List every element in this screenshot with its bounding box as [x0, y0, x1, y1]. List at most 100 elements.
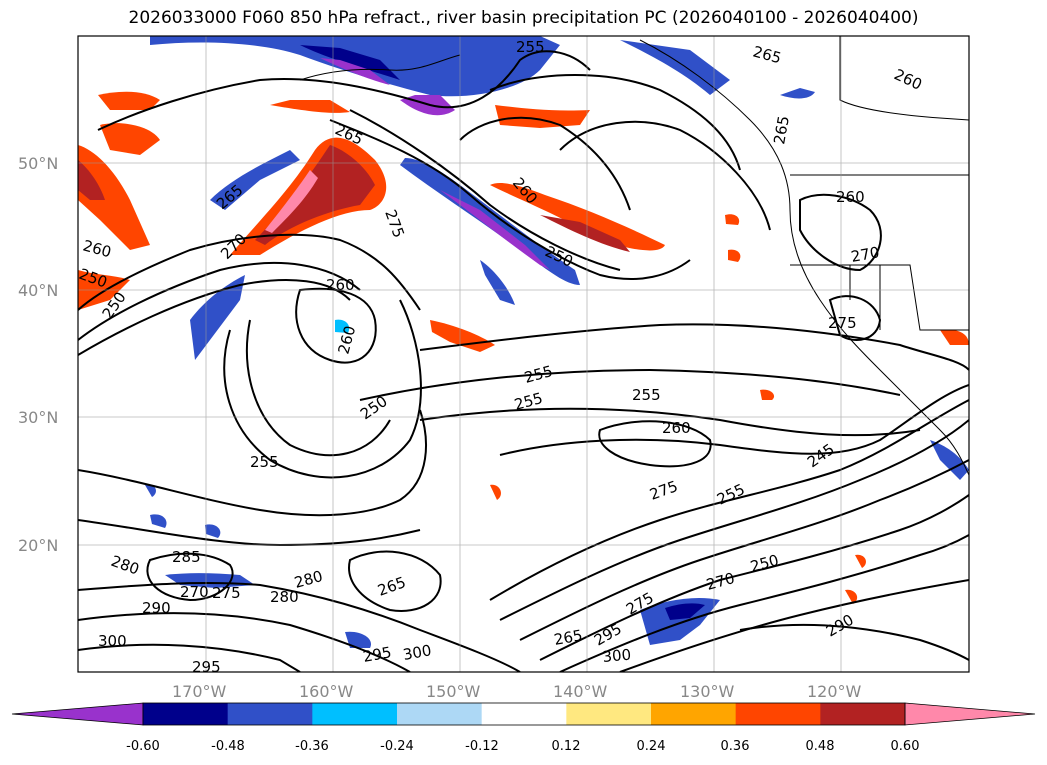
contour-line: [146, 552, 234, 602]
contour-line: [78, 612, 411, 672]
contour-label: 270: [180, 583, 209, 601]
lon-label: 120°W: [807, 682, 862, 701]
neg-shade: [440, 190, 550, 270]
contour-line: [78, 279, 351, 356]
contour-line: [359, 368, 901, 401]
contour-line: [246, 319, 391, 457]
contour-line: [349, 109, 621, 271]
pos-shade: [100, 123, 160, 155]
colorbar-extend-low: [11, 702, 144, 726]
contour-line: [598, 420, 712, 468]
neg-shade: [930, 440, 969, 480]
pos-shade: [270, 100, 350, 113]
colorbar-extend-high: [904, 702, 1036, 726]
pos-shade: [78, 145, 150, 250]
map-frame: [77, 35, 970, 673]
coastline: [639, 39, 969, 476]
map-title: 2026033000 F060 850 hPa refract., river …: [128, 8, 919, 28]
pos-shade: [540, 215, 630, 252]
lat-label: 40°N: [18, 281, 58, 300]
colorbar-tick-label: 0.36: [721, 739, 750, 754]
pos-shade: [78, 160, 105, 200]
pos-shade: [855, 554, 866, 568]
pos-shade: [255, 145, 375, 245]
contour-line: [499, 384, 969, 456]
colorbar-tick-label: -0.36: [295, 739, 329, 754]
colorbar-segment: [227, 703, 313, 725]
contour-label: 270: [850, 243, 881, 266]
colorbar-segment: [397, 703, 483, 725]
contour-line: [559, 120, 771, 231]
contour-label: 280: [270, 588, 299, 606]
coastline-layer: [299, 36, 969, 476]
contour-label: 275: [828, 314, 857, 332]
contour-label: 255: [632, 386, 661, 404]
contour-line: [539, 494, 969, 661]
border: [849, 265, 881, 330]
contour-line: [459, 116, 631, 211]
pos-shade: [760, 389, 775, 400]
colorbar-tick-label: -0.60: [126, 739, 160, 754]
colorbar-tick-label: -0.24: [380, 739, 414, 754]
neg-shade: [205, 524, 221, 538]
colorbar-frame: [142, 702, 906, 726]
contour-line: [419, 407, 921, 437]
colorbar-tick-label: 0.48: [806, 739, 835, 754]
contour-line: [78, 643, 301, 672]
colorbar-tick-label: -0.48: [211, 739, 245, 754]
contour-label: 260: [836, 188, 865, 206]
pos-shade: [728, 249, 741, 262]
neg-shade: [665, 603, 705, 620]
colorbar-segment: [820, 703, 906, 725]
lat-labels: 50°N 40°N 30°N 20°N: [18, 154, 58, 555]
contour-line: [223, 299, 422, 479]
contour-line: [739, 623, 969, 661]
contour-line: [489, 399, 969, 601]
contour-label: 255: [516, 38, 545, 56]
neg-shade: [300, 45, 400, 80]
neg-shade: [145, 484, 156, 497]
pos-shade: [98, 91, 160, 110]
colorbar-segments: [143, 703, 906, 725]
contour-label: 255: [250, 453, 279, 471]
colorbar-tick-label: 0.24: [637, 739, 666, 754]
lat-label: 50°N: [18, 154, 58, 173]
neg-shade: [190, 275, 245, 360]
lon-label: 140°W: [553, 682, 608, 701]
colorbar-tick-label: -0.12: [465, 739, 499, 754]
contour-label: 300: [98, 632, 127, 650]
contour-line: [489, 74, 741, 171]
contour-line: [78, 261, 361, 341]
contour-line: [499, 419, 969, 621]
contour-line: [78, 233, 421, 311]
lon-label: 160°W: [299, 682, 354, 701]
contour-label: 295: [192, 658, 221, 676]
coastline: [839, 36, 969, 121]
contour-label: 295: [362, 643, 393, 666]
contour-label: 260: [326, 276, 355, 294]
pos-shade: [495, 105, 590, 128]
lon-label: 170°W: [172, 682, 227, 701]
contour-line: [97, 50, 591, 131]
contour-line: [519, 459, 969, 641]
neg-shade: [480, 260, 515, 305]
contour-line: [619, 579, 969, 672]
neg-shade: [640, 598, 720, 645]
neg-shade: [335, 319, 350, 333]
pos-shade: [265, 170, 318, 233]
neg-shade: [210, 150, 300, 210]
lon-label: 150°W: [426, 682, 481, 701]
contour-line: [78, 581, 521, 672]
contour-label: 285: [172, 548, 201, 566]
contour-layer: [78, 50, 969, 672]
colorbar-tick-label: 0.12: [552, 739, 581, 754]
colorbar-tick-label: 0.60: [891, 739, 920, 754]
colorbar-segment: [312, 703, 398, 725]
colorbar-segment: [481, 703, 567, 725]
contour-line: [78, 409, 427, 517]
contour-line: [419, 323, 969, 371]
pos-shade: [490, 484, 501, 500]
gridlines: [78, 36, 969, 672]
lat-label: 30°N: [18, 408, 58, 427]
